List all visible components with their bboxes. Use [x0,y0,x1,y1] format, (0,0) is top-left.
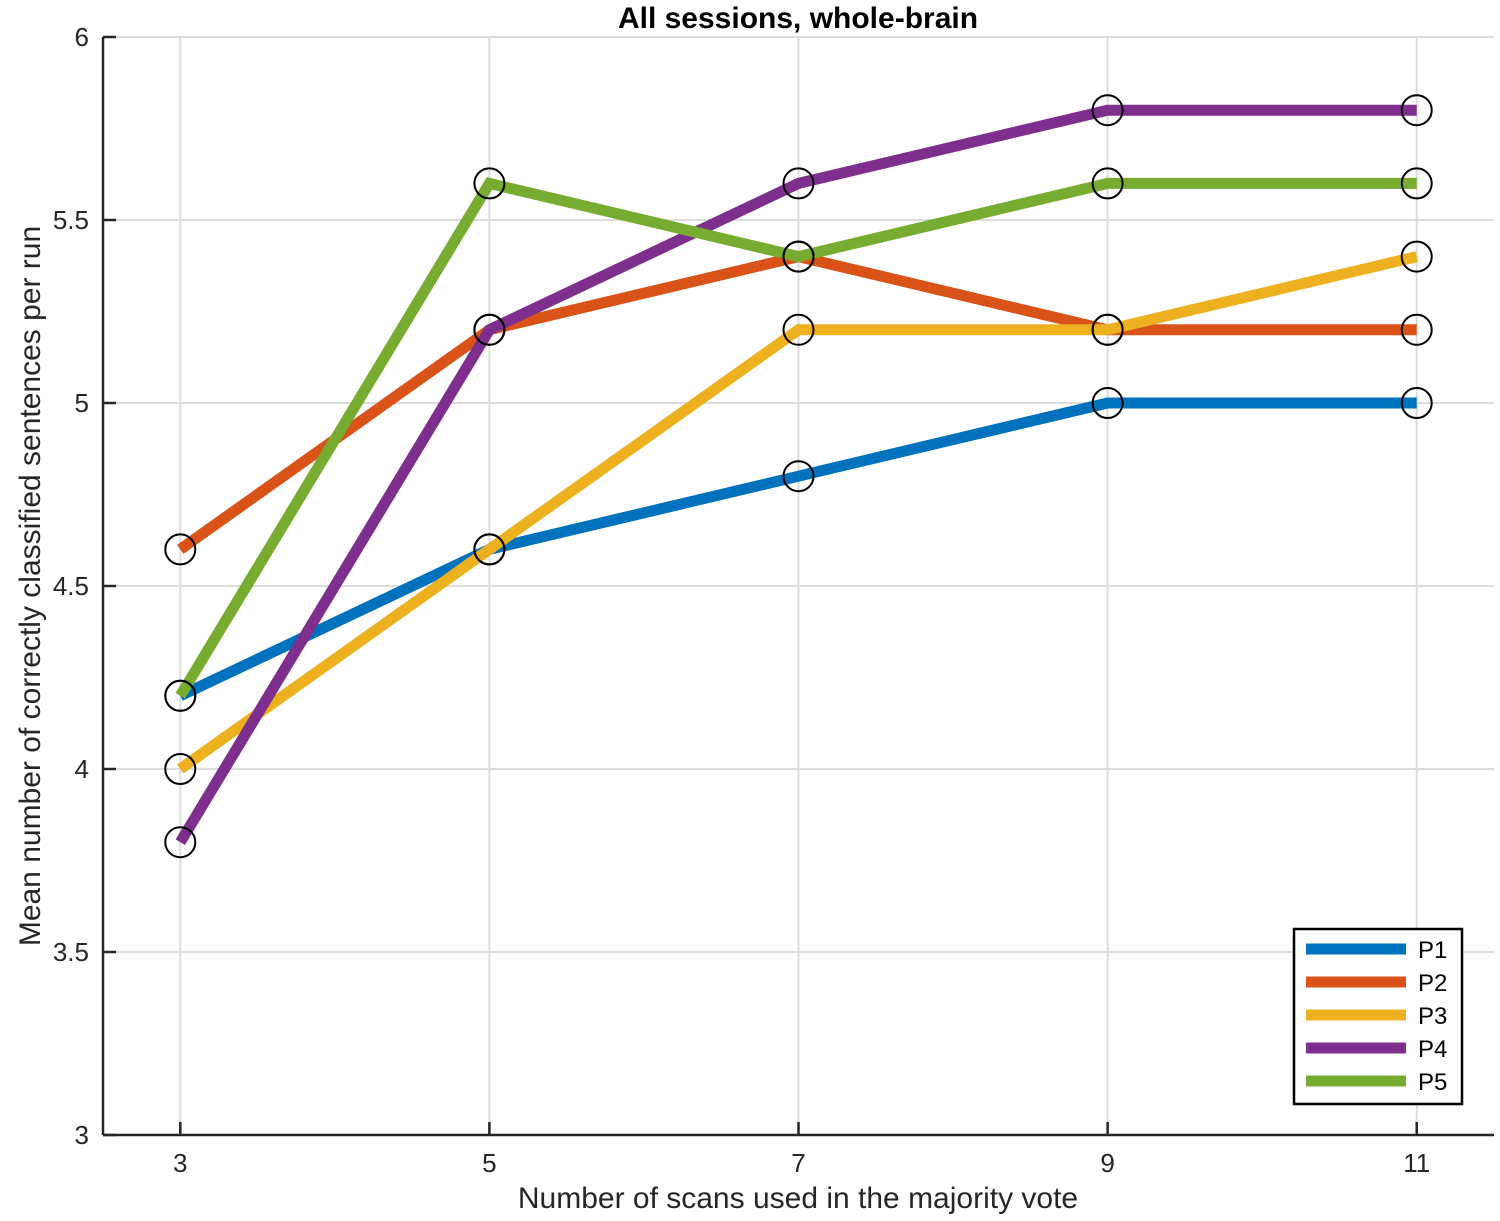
data-point-p2 [164,533,197,566]
legend-label-p2: P2 [1418,970,1447,997]
data-point-p4 [1400,94,1433,127]
data-point-p3 [1091,313,1124,346]
legend-label-p1: P1 [1418,937,1447,964]
x-tick-label: 11 [1403,1148,1430,1178]
x-tick-label: 5 [482,1148,496,1178]
data-point-p5 [1091,167,1124,200]
y-tick-label: 5.5 [53,205,89,235]
data-point-p5 [782,240,815,273]
x-axis-label: Number of scans used in the majority vot… [518,1182,1078,1215]
data-point-p3 [1400,240,1433,273]
data-point-p5 [473,167,506,200]
series-lines [175,104,1418,846]
data-point-p3 [782,313,815,346]
axes [101,35,1494,1137]
legend-label-p3: P3 [1418,1003,1447,1030]
series-line-p3 [177,251,1418,774]
chart-title: All sessions, whole-brain [618,2,978,35]
y-tick-label: 3.5 [53,937,89,967]
y-tick-label: 4.5 [53,571,89,601]
data-point-p4 [1091,94,1124,127]
y-tick-label: 5 [75,388,89,418]
series-line-p1 [177,397,1417,701]
x-tick-label: 9 [1100,1148,1114,1178]
tick-labels: 3 5 7 9 11 3 3.5 4 4.5 5 5.5 6 [53,22,1430,1178]
data-point-p4 [164,826,197,859]
data-point-p4 [782,167,815,200]
data-point-p1 [1400,387,1433,419]
y-tick-label: 6 [75,22,89,52]
x-tick-label: 7 [791,1148,805,1178]
data-markers [164,94,1433,859]
series-line-p5 [175,177,1417,699]
legend-label-p5: P5 [1418,1069,1447,1096]
data-point-p3 [164,753,197,785]
y-axis-label: Mean number of correctly classified sent… [14,226,47,946]
legend: P1 P2 P3 P4 P5 [1292,927,1464,1106]
grid [103,36,1494,1136]
y-tick-label: 3 [75,1120,89,1150]
data-point-p5 [1400,167,1433,200]
data-point-p4 [473,313,506,346]
data-point-p1 [782,460,815,493]
y-tick-label: 4 [75,754,89,784]
series-line-p4 [175,104,1417,846]
data-point-p3 [473,533,506,566]
data-point-p1 [1091,387,1124,419]
legend-label-p4: P4 [1418,1036,1447,1063]
data-point-p2 [1400,313,1433,346]
x-tick-label: 3 [173,1148,187,1178]
data-point-p5 [164,679,197,712]
